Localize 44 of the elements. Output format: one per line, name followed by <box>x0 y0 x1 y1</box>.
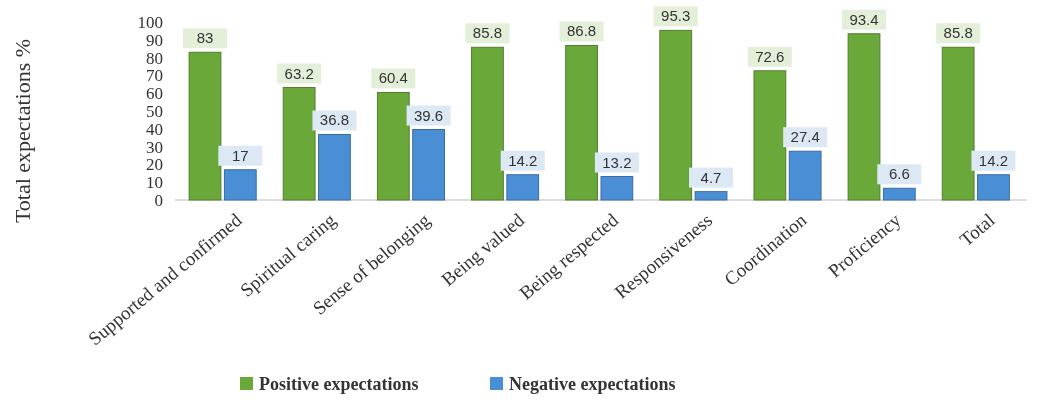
bar <box>282 87 316 201</box>
y-axis-title: Total expectations % <box>10 38 35 224</box>
y-tick-label: 60 <box>146 84 163 104</box>
legend-label: Negative expectations <box>509 374 676 395</box>
data-label: 86.8 <box>566 22 597 40</box>
x-tick-label: Total <box>955 209 999 251</box>
bar <box>753 70 787 201</box>
data-label: 6.6 <box>888 165 910 183</box>
bar <box>223 169 257 201</box>
y-tick-label: 100 <box>137 12 163 32</box>
data-label: 85.8 <box>943 24 973 42</box>
legend-label: Positive expectations <box>259 374 419 395</box>
data-label: 93.4 <box>849 10 879 28</box>
data-label: 36.8 <box>319 111 350 129</box>
y-tick-label: 0 <box>154 190 163 210</box>
y-tick-label: 90 <box>146 30 163 50</box>
data-label: 39.6 <box>414 106 444 124</box>
bar <box>506 174 540 201</box>
data-label: 14.2 <box>978 151 1009 169</box>
data-label: 4.7 <box>700 168 722 186</box>
y-tick-label: 40 <box>146 119 163 139</box>
y-tick-label: 70 <box>146 66 163 86</box>
y-tick-label: 50 <box>146 101 163 121</box>
y-tick-label: 80 <box>146 48 163 68</box>
data-label: 14.2 <box>508 151 538 169</box>
data-label: 27.4 <box>790 128 820 146</box>
bar <box>318 134 351 201</box>
bar <box>977 174 1010 201</box>
bar <box>412 129 445 201</box>
y-tick-label: 20 <box>146 155 163 175</box>
data-label: 63.2 <box>284 64 314 82</box>
y-tick-label: 30 <box>146 137 163 157</box>
data-label: 72.6 <box>755 47 785 65</box>
bar <box>565 45 598 201</box>
data-label: 85.8 <box>472 24 503 42</box>
data-label: 13.2 <box>602 153 632 171</box>
data-label: 83 <box>196 29 214 47</box>
y-tick-label: 10 <box>146 173 163 193</box>
bar <box>694 191 728 201</box>
bar <box>847 33 881 201</box>
data-label: 17 <box>231 146 249 164</box>
bar <box>600 176 634 201</box>
data-label: 95.3 <box>661 7 691 25</box>
data-label: 60.4 <box>378 69 408 87</box>
